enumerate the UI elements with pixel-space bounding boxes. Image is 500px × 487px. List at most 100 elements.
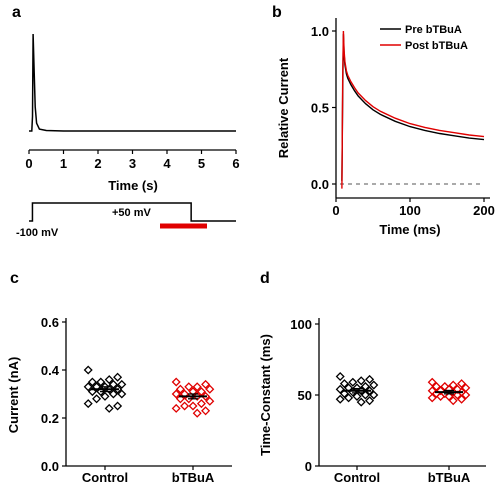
data-point bbox=[444, 391, 454, 401]
x-tick-label: 0 bbox=[332, 203, 339, 218]
data-point bbox=[175, 394, 185, 404]
data-point bbox=[184, 382, 194, 392]
step-potential-label: +50 mV bbox=[112, 207, 151, 219]
x-tick-label: 5 bbox=[198, 156, 205, 171]
panel-label-d: d bbox=[260, 270, 270, 287]
data-point bbox=[100, 391, 110, 401]
y-tick-label: 0.4 bbox=[41, 363, 60, 378]
data-point bbox=[104, 375, 114, 385]
series-line-post bbox=[341, 30, 485, 189]
data-point bbox=[117, 389, 127, 399]
x-tick-label: 0 bbox=[25, 156, 32, 171]
y-tick-label: 100 bbox=[290, 317, 312, 332]
data-point bbox=[205, 384, 215, 394]
data-point bbox=[457, 394, 467, 404]
data-point bbox=[448, 396, 458, 406]
data-point bbox=[352, 391, 362, 401]
data-point bbox=[360, 390, 370, 400]
data-point bbox=[427, 377, 437, 387]
data-point bbox=[196, 399, 206, 409]
data-point bbox=[344, 393, 354, 403]
legend-label: Pre bTBuA bbox=[405, 24, 462, 36]
data-point bbox=[457, 379, 467, 389]
data-point bbox=[201, 406, 211, 416]
voltage-protocol: -100 mV +50 mV bbox=[16, 202, 236, 239]
data-point bbox=[104, 384, 114, 394]
data-point bbox=[339, 379, 349, 389]
y-axis-title: Time-Constant (ms) bbox=[258, 334, 273, 456]
data-point bbox=[92, 382, 102, 392]
data-point bbox=[184, 394, 194, 404]
category-label: bTBuA bbox=[428, 470, 471, 485]
series-line-pre bbox=[341, 34, 485, 181]
data-point bbox=[87, 377, 97, 387]
data-point bbox=[196, 387, 206, 397]
data-point bbox=[175, 384, 185, 394]
data-point bbox=[117, 379, 127, 389]
y-tick-label: 0.0 bbox=[311, 177, 329, 192]
data-point bbox=[83, 399, 93, 409]
x-tick-label: 6 bbox=[232, 156, 239, 171]
y-tick-label: 0.6 bbox=[41, 315, 59, 330]
panel-a-trace-chart: 0 1 2 3 4 5 6 Time (s) bbox=[25, 33, 240, 193]
data-point bbox=[348, 377, 358, 387]
data-point bbox=[180, 401, 190, 411]
data-point bbox=[113, 384, 123, 394]
y-tick-label: 50 bbox=[298, 388, 312, 403]
data-point bbox=[201, 391, 211, 401]
data-point bbox=[369, 390, 379, 400]
x-tick-label: 2 bbox=[94, 156, 101, 171]
data-point bbox=[365, 386, 375, 396]
data-point bbox=[188, 401, 198, 411]
data-point bbox=[369, 380, 379, 390]
data-point bbox=[171, 389, 181, 399]
category-label: Control bbox=[82, 470, 128, 485]
data-point bbox=[356, 376, 366, 386]
data-point bbox=[104, 403, 114, 413]
category-label: bTBuA bbox=[172, 470, 215, 485]
data-point bbox=[83, 382, 93, 392]
data-point bbox=[365, 374, 375, 384]
voltage-step-line bbox=[29, 202, 236, 222]
data-point bbox=[113, 401, 123, 411]
data-point bbox=[201, 379, 211, 389]
data-point bbox=[171, 403, 181, 413]
data-point bbox=[436, 386, 446, 396]
data-point bbox=[452, 390, 462, 400]
data-point bbox=[87, 387, 97, 397]
y-tick-label: 0 bbox=[305, 459, 312, 474]
data-point bbox=[96, 387, 106, 397]
category-label: Control bbox=[334, 470, 380, 485]
holding-potential-label: -100 mV bbox=[16, 227, 59, 239]
data-point bbox=[180, 389, 190, 399]
data-point bbox=[108, 389, 118, 399]
data-point bbox=[192, 408, 202, 418]
data-point bbox=[96, 377, 106, 387]
current-trace-line bbox=[29, 33, 236, 132]
data-point bbox=[171, 377, 181, 387]
y-axis-title: Relative Current bbox=[276, 57, 291, 158]
legend-label: Post bTBuA bbox=[405, 40, 468, 52]
x-axis-title: Time (s) bbox=[108, 178, 158, 193]
y-axis-title: Current (nA) bbox=[6, 357, 21, 434]
panel-b-relative-current-chart: 0.0 0.5 1.0 0 100 200 Time (ms) Relative Curren… bbox=[276, 18, 495, 237]
data-point bbox=[335, 372, 345, 382]
data-point bbox=[339, 389, 349, 399]
data-point bbox=[335, 394, 345, 404]
data-point bbox=[461, 390, 471, 400]
data-point bbox=[427, 393, 437, 403]
x-tick-label: 200 bbox=[473, 203, 495, 218]
data-point bbox=[356, 397, 366, 407]
data-point bbox=[108, 379, 118, 389]
panel-label-b: b bbox=[272, 4, 282, 21]
panel-label-c: c bbox=[10, 270, 19, 287]
y-tick-label: 0.5 bbox=[311, 101, 329, 116]
data-point bbox=[192, 382, 202, 392]
x-tick-label: 4 bbox=[163, 156, 171, 171]
data-point bbox=[92, 394, 102, 404]
data-point bbox=[113, 372, 123, 382]
data-point bbox=[205, 396, 215, 406]
panel-c-current-scatter-chart: 0.0 0.2 0.4 0.6 Control bTBuA Current (nA) bbox=[6, 315, 232, 485]
y-tick-label: 0.0 bbox=[41, 459, 59, 474]
panel-label-a: a bbox=[12, 4, 21, 21]
